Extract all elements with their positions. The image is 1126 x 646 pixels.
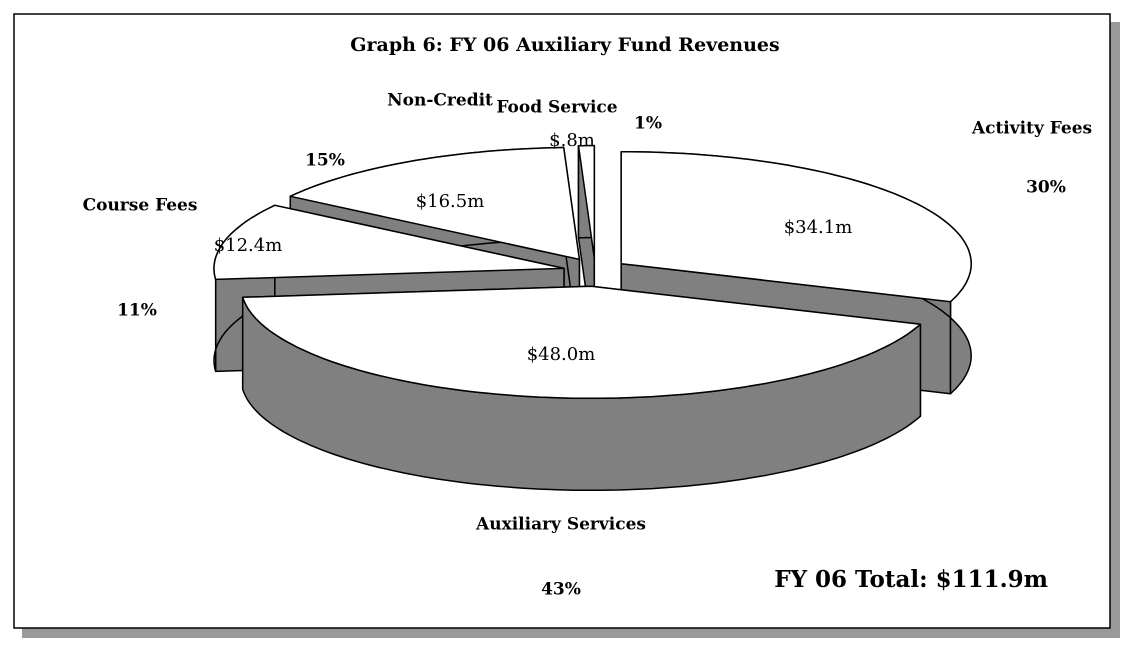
slice-top <box>577 144 596 259</box>
category-label: Course Fees <box>83 196 198 216</box>
slice-top <box>620 150 972 303</box>
category-label: Food Service <box>496 98 617 118</box>
value-label: $16.5m <box>416 191 485 212</box>
pie <box>213 144 972 492</box>
chart-title: Graph 6: FY 06 Auxiliary Fund Revenues <box>350 34 779 56</box>
percent-label: 11% <box>117 301 157 321</box>
value-label: $34.1m <box>784 217 853 238</box>
category-label: Non-Credit <box>387 91 493 111</box>
percent-label: 43% <box>541 580 581 600</box>
slice-top <box>213 204 565 281</box>
value-label: $12.4m <box>214 235 283 256</box>
value-label: $.8m <box>549 130 595 151</box>
slice-top <box>241 285 922 400</box>
annotation: FY 06 Total: $111.9m <box>774 566 1048 593</box>
slice-top <box>289 146 581 261</box>
percent-label: 15% <box>305 151 345 171</box>
percent-label: 30% <box>1026 178 1066 198</box>
value-label: $48.0m <box>527 344 596 365</box>
category-label: Auxiliary Services <box>475 515 646 535</box>
category-label: Activity Fees <box>971 119 1092 139</box>
slice <box>241 285 922 492</box>
percent-label: 1% <box>634 114 662 134</box>
